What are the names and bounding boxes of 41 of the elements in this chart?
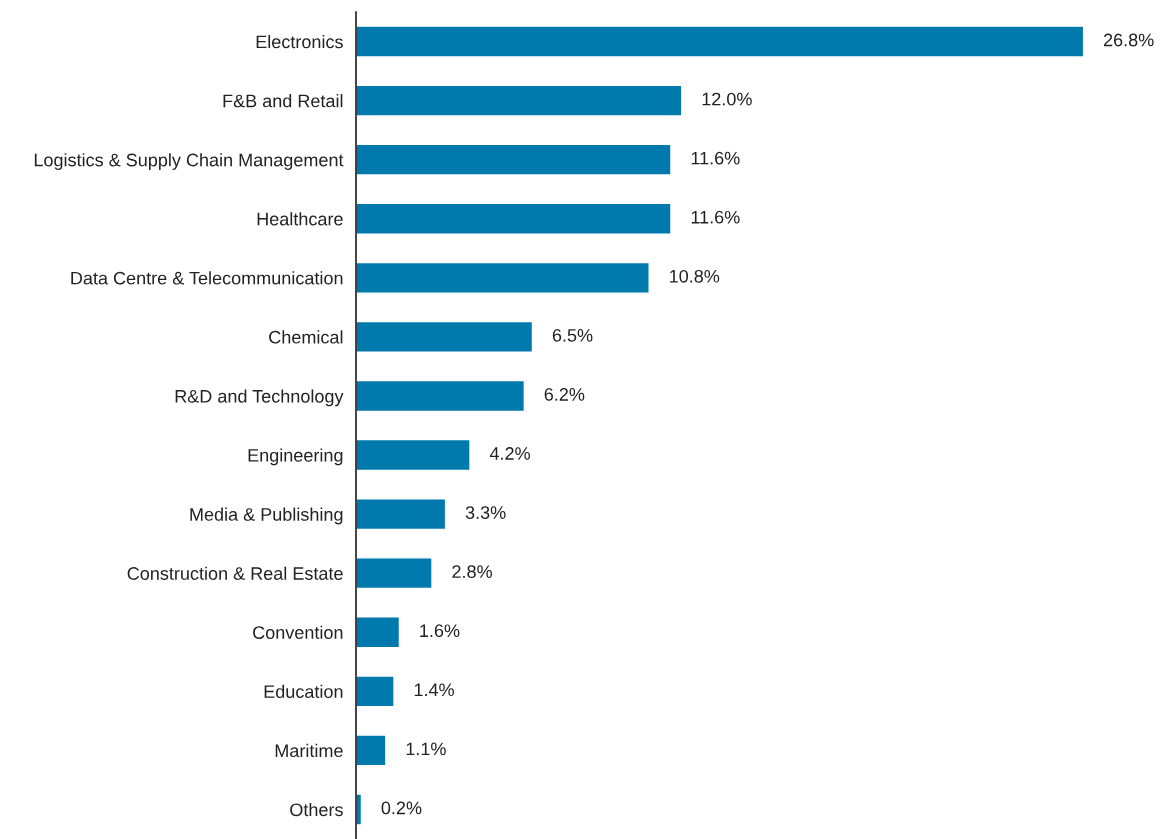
data-label: 11.6% xyxy=(691,210,740,224)
data-label: 11.6% xyxy=(691,151,740,165)
bar xyxy=(356,498,447,531)
bar xyxy=(356,143,672,176)
bar xyxy=(356,202,672,235)
data-label: 4.2% xyxy=(489,447,530,460)
bar xyxy=(356,675,395,708)
bar xyxy=(356,734,387,767)
data-label: 6.2% xyxy=(544,388,585,401)
y-tick-label: Healthcare xyxy=(257,212,343,226)
y-tick-label: Maritime xyxy=(275,743,343,758)
y-tick-label: Construction & Real Estate xyxy=(127,566,343,580)
data-label: 26.8% xyxy=(1103,33,1154,47)
bar xyxy=(356,25,1085,58)
y-tick-label: Data Centre & Telecommunication xyxy=(71,271,343,285)
bar xyxy=(356,320,534,353)
data-label: 0.2% xyxy=(381,801,422,815)
data-label: 1.1% xyxy=(406,742,446,756)
y-tick-label: Media & Publishing xyxy=(190,507,343,525)
bar xyxy=(356,438,471,472)
bar xyxy=(356,557,433,590)
data-label: 10.8% xyxy=(670,269,720,283)
data-label: 1.4% xyxy=(414,683,454,697)
y-tick-label: Convention xyxy=(253,625,343,639)
y-tick-label: Electronics xyxy=(256,34,343,49)
y-tick-label: R&D and Technology xyxy=(175,389,344,407)
data-label: 6.5% xyxy=(552,328,593,342)
data-label: 12.0% xyxy=(702,92,752,106)
bar xyxy=(356,616,401,649)
data-label: 2.8% xyxy=(452,565,492,579)
data-label: 1.6% xyxy=(420,624,460,638)
y-tick-label: Others xyxy=(290,802,343,817)
y-tick-label: Chemical xyxy=(269,330,343,344)
y-tick-label: Engineering xyxy=(248,448,343,466)
y-tick-label: F&B and Retail xyxy=(223,94,343,108)
y-tick-label: Logistics & Supply Chain Management xyxy=(34,153,344,170)
bar xyxy=(356,261,650,294)
data-label: 3.3% xyxy=(465,506,506,519)
bar xyxy=(356,84,683,117)
y-tick-label: Education xyxy=(264,684,343,699)
bar xyxy=(356,379,526,413)
